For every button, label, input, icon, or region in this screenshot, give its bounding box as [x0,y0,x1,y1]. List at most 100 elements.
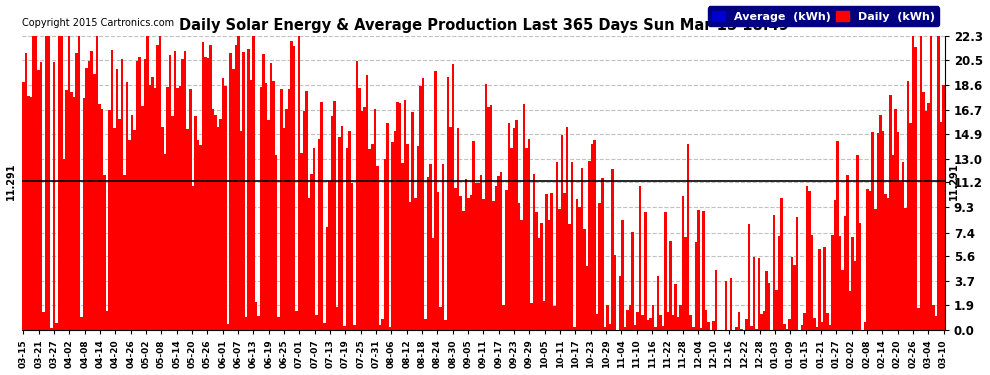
Bar [876,133,879,330]
Bar [634,325,637,330]
Bar [565,126,568,330]
Text: 11.291: 11.291 [6,162,16,200]
Bar [778,236,780,330]
Bar [864,322,866,330]
Bar [837,141,839,330]
Bar [272,81,275,330]
Bar [396,102,399,330]
Bar [695,242,697,330]
Bar [791,257,793,330]
Bar [35,36,38,330]
Bar [22,82,25,330]
Bar [318,139,321,330]
Bar [67,36,70,330]
Bar [30,98,33,330]
Bar [153,88,156,330]
Bar [412,112,414,330]
Bar [331,116,333,330]
Bar [72,97,75,330]
Bar [775,290,778,330]
Bar [834,201,837,330]
Bar [644,212,646,330]
Bar [98,104,101,330]
Bar [424,319,427,330]
Bar [783,324,785,330]
Bar [265,83,267,330]
Bar [750,326,752,330]
Bar [583,229,586,330]
Bar [222,78,225,330]
Bar [816,327,819,330]
Bar [288,90,290,330]
Bar [313,148,316,330]
Bar [622,220,624,330]
Bar [518,203,520,330]
Bar [62,159,65,330]
Bar [50,328,52,330]
Bar [881,130,884,330]
Bar [558,209,560,330]
Bar [474,183,477,330]
Bar [389,327,391,330]
Bar [326,227,328,330]
Bar [28,96,30,330]
Bar [83,98,85,330]
Bar [793,265,796,330]
Bar [892,155,894,330]
Bar [705,310,707,330]
Bar [353,325,355,330]
Bar [358,88,361,330]
Bar [339,136,341,330]
Bar [866,189,869,330]
Bar [851,237,853,330]
Bar [454,188,457,330]
Bar [510,148,513,330]
Bar [422,78,424,330]
Bar [85,68,88,330]
Bar [171,116,174,330]
Bar [747,224,750,330]
Bar [649,318,651,330]
Bar [158,36,161,330]
Bar [682,196,684,330]
Bar [627,310,629,330]
Bar [773,215,775,330]
Bar [194,116,197,330]
Bar [230,53,232,330]
Bar [285,108,288,330]
Bar [715,270,718,330]
Bar [427,177,429,330]
Bar [321,102,323,330]
Bar [596,314,599,330]
Text: Copyright 2015 Cartronics.com: Copyright 2015 Cartronics.com [22,18,174,28]
Bar [846,175,848,330]
Bar [741,329,742,330]
Bar [806,186,808,330]
Bar [295,311,298,330]
Bar [346,148,348,330]
Bar [485,84,487,330]
Bar [303,111,305,330]
Bar [144,60,147,330]
Bar [654,327,656,330]
Bar [207,58,209,330]
Bar [768,283,770,330]
Bar [765,271,768,330]
Bar [531,303,533,330]
Bar [819,249,821,330]
Bar [459,196,462,330]
Bar [528,140,531,330]
Bar [52,62,55,330]
Bar [599,202,601,330]
Bar [457,128,459,330]
Bar [938,36,940,330]
Bar [220,119,222,330]
Bar [687,144,689,330]
Bar [280,89,282,330]
Bar [323,323,326,330]
Bar [887,198,889,330]
Bar [578,207,581,330]
Bar [391,142,394,330]
Bar [848,291,851,330]
Bar [214,114,217,330]
